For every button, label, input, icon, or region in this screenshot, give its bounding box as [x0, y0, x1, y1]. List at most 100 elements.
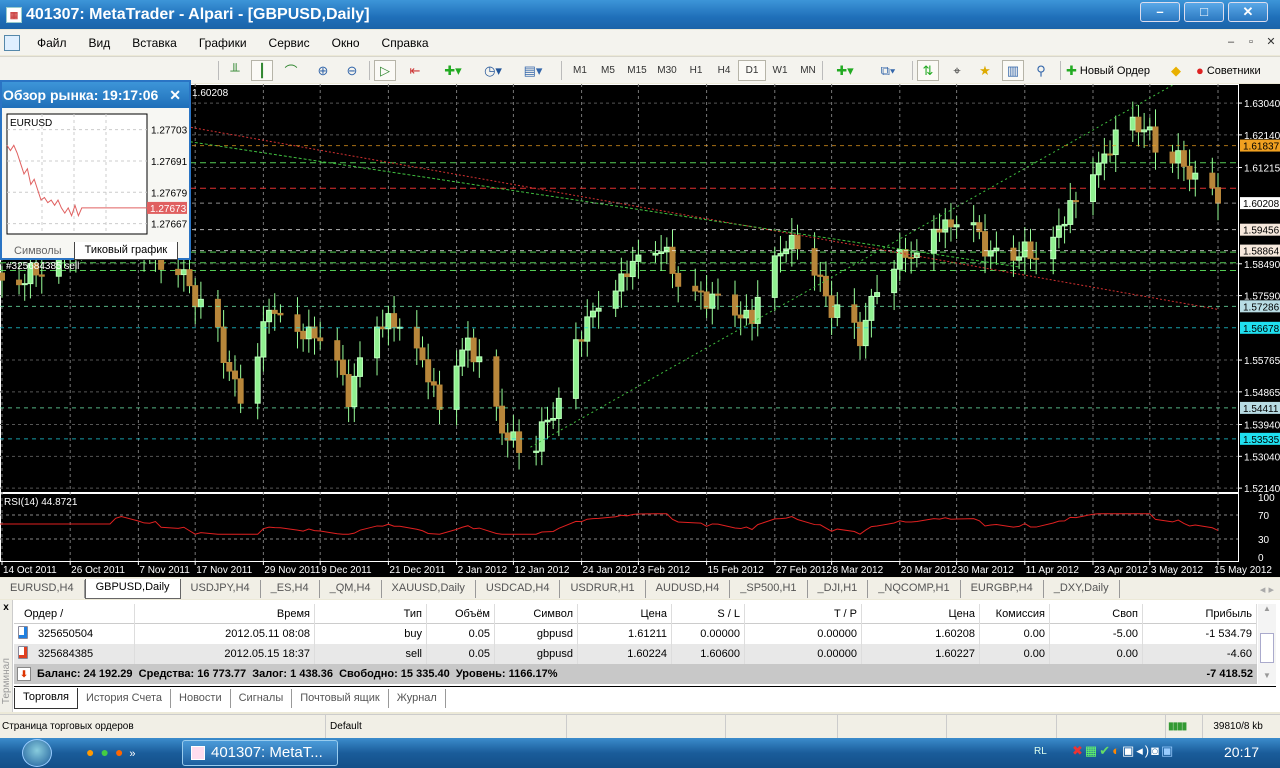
timeframe-m15[interactable]: M15: [627, 65, 647, 76]
autoscroll-icon[interactable]: ▷: [374, 60, 396, 81]
indicators-icon[interactable]: ✚▾: [444, 62, 462, 78]
crosshair-icon[interactable]: ⌖: [953, 62, 961, 78]
chart-tab[interactable]: _DJI,H1: [808, 580, 869, 598]
market-watch-icon[interactable]: ⇅: [917, 60, 939, 81]
column-header[interactable]: Своп: [1050, 604, 1143, 624]
chart-tab[interactable]: _NQCOMP,H1: [868, 580, 961, 598]
chart-tab[interactable]: EURGBP,H4: [961, 580, 1044, 598]
menu-insert[interactable]: Вставка: [132, 35, 177, 50]
scroll-up-icon[interactable]: ▲: [1263, 604, 1271, 613]
timeframe-mn[interactable]: MN: [800, 65, 816, 76]
sell-order-icon: [18, 646, 28, 659]
terminal-tab[interactable]: Новости: [171, 689, 231, 708]
chart-tab[interactable]: USDJPY,H4: [181, 580, 261, 598]
periods-icon[interactable]: ◷▾: [484, 62, 502, 78]
terminal-tab[interactable]: История Счета: [78, 689, 172, 708]
tab-tick-chart[interactable]: Тиковый график: [73, 242, 179, 260]
column-header[interactable]: Тип: [315, 604, 427, 624]
bull-candle: [453, 365, 460, 410]
tray-icons[interactable]: ✖▦✔◐▣◂)◙▣: [1072, 743, 1176, 758]
terminal-tab[interactable]: Торговля: [14, 688, 78, 709]
chart-tab[interactable]: XAUUSD,Daily: [382, 580, 476, 598]
column-header[interactable]: Цена: [862, 604, 980, 624]
line-chart-icon[interactable]: ⌒: [284, 64, 298, 79]
timeframe-h1[interactable]: H1: [689, 65, 703, 76]
taskbar-metatrader-button[interactable]: 401307: MetaT...: [182, 740, 338, 766]
market-watch-title: Обзор рынка: 19:17:06: [3, 87, 159, 103]
menu-charts[interactable]: Графики: [198, 35, 247, 50]
menu-view[interactable]: Вид: [88, 35, 111, 50]
timeframe-m1[interactable]: M1: [573, 65, 587, 76]
timeframe-d1[interactable]: D1: [738, 60, 766, 81]
new-order-button[interactable]: ✚ Новый Ордер: [1066, 62, 1150, 78]
close-button[interactable]: ✕: [1228, 2, 1268, 22]
rsi-level-label: 0: [1258, 553, 1264, 564]
chart-tab[interactable]: AUDUSD,H4: [646, 580, 731, 598]
mdi-restore-button[interactable]: ▫: [1249, 36, 1253, 48]
column-header[interactable]: T / P: [745, 604, 862, 624]
column-header[interactable]: Объём: [427, 604, 495, 624]
terminal-tab[interactable]: Почтовый ящик: [292, 689, 389, 708]
order-row[interactable]: 325684385 2012.05.15 18:37 sell 0.05 gbpusd 1…: [14, 644, 1257, 664]
tab-symbols[interactable]: Символы: [14, 245, 62, 257]
mdi-minimize-button[interactable]: –: [1227, 36, 1235, 48]
chart-shift-icon[interactable]: ⇤: [409, 62, 421, 78]
chart-tab[interactable]: _DXY,Daily: [1044, 580, 1120, 598]
start-button[interactable]: [22, 739, 52, 767]
candlestick-icon[interactable]: ┃: [251, 60, 273, 81]
price-level-box: [1240, 401, 1280, 414]
bar-chart-icon[interactable]: ╨: [230, 63, 240, 78]
column-header[interactable]: Символ: [495, 604, 578, 624]
tester-icon[interactable]: ⚲: [1036, 62, 1046, 78]
timeframe-h4[interactable]: H4: [717, 65, 731, 76]
date-tick-label: 26 Oct 2011: [71, 565, 125, 576]
terminal-close-icon[interactable]: x: [3, 602, 9, 613]
column-header[interactable]: Комиссия: [980, 604, 1050, 624]
status-profile[interactable]: Default: [326, 715, 568, 738]
minimize-button[interactable]: –: [1140, 2, 1180, 22]
zoom-in-icon[interactable]: ⊕: [317, 62, 329, 78]
quick-launch-icons[interactable]: ●●●»: [86, 744, 142, 760]
timeframe-w1[interactable]: W1: [772, 65, 788, 76]
chart-tab[interactable]: GBPUSD,Daily: [84, 579, 181, 599]
scroll-thumb[interactable]: [1260, 633, 1274, 663]
column-header[interactable]: Прибыль: [1143, 604, 1257, 624]
timeframe-m30[interactable]: M30: [657, 65, 677, 76]
terminal-icon[interactable]: ▥: [1002, 60, 1024, 81]
chart-tab[interactable]: _SP500,H1: [730, 580, 808, 598]
tab-scroll-arrows[interactable]: ◂ ▸: [1259, 584, 1274, 596]
menu-file[interactable]: Файл: [37, 35, 67, 50]
menu-tools[interactable]: Сервис: [268, 35, 310, 50]
new-chart-icon[interactable]: ✚▾: [836, 62, 854, 78]
order-row[interactable]: 325650504 2012.05.11 08:08 buy 0.05 gbpusd 1.…: [14, 624, 1257, 644]
column-header[interactable]: Ордер /: [14, 604, 135, 624]
chart-tab[interactable]: USDRUR,H1: [560, 580, 646, 598]
column-header[interactable]: Цена: [578, 604, 672, 624]
chart-tab[interactable]: USDCAD,H4: [476, 580, 561, 598]
menu-window[interactable]: Окно: [331, 35, 360, 50]
terminal-tab[interactable]: Сигналы: [231, 689, 293, 708]
scroll-down-icon[interactable]: ▼: [1263, 671, 1271, 680]
table-scrollbar[interactable]: ▲ ▼: [1258, 604, 1276, 684]
experts-button[interactable]: ● Советники: [1196, 63, 1261, 78]
chart-tab[interactable]: EURUSD,H4: [0, 580, 85, 598]
zoom-out-icon[interactable]: ⊖: [346, 62, 358, 78]
chart-tab[interactable]: _ES,H4: [261, 580, 320, 598]
terminal-tab[interactable]: Журнал: [389, 689, 446, 708]
templates-icon[interactable]: ▤▾: [523, 62, 543, 78]
arrange-icon[interactable]: ⧉▾: [880, 62, 896, 78]
navigator-icon[interactable]: ★: [979, 62, 991, 78]
timeframe-m5[interactable]: M5: [601, 65, 615, 76]
account-summary: Баланс: 24 192.29 Средства: 16 773.77 За…: [37, 668, 558, 680]
maximize-button[interactable]: □: [1184, 2, 1224, 22]
close-icon[interactable]: ✕: [169, 87, 181, 103]
price-chart[interactable]: 14 Oct 2011 26 Oct 2011 7 Nov 2011 17 Nov 2…: [0, 84, 1280, 577]
column-header[interactable]: S / L: [672, 604, 745, 624]
chart-tab[interactable]: _QM,H4: [320, 580, 382, 598]
column-header[interactable]: Время: [135, 604, 315, 624]
menu-help[interactable]: Справка: [381, 35, 429, 50]
mdi-close-button[interactable]: ✕: [1266, 36, 1276, 48]
rsi-level-label: 30: [1258, 535, 1270, 546]
language-indicator[interactable]: RL: [1034, 746, 1047, 757]
warning-icon[interactable]: ◆: [1171, 62, 1181, 78]
